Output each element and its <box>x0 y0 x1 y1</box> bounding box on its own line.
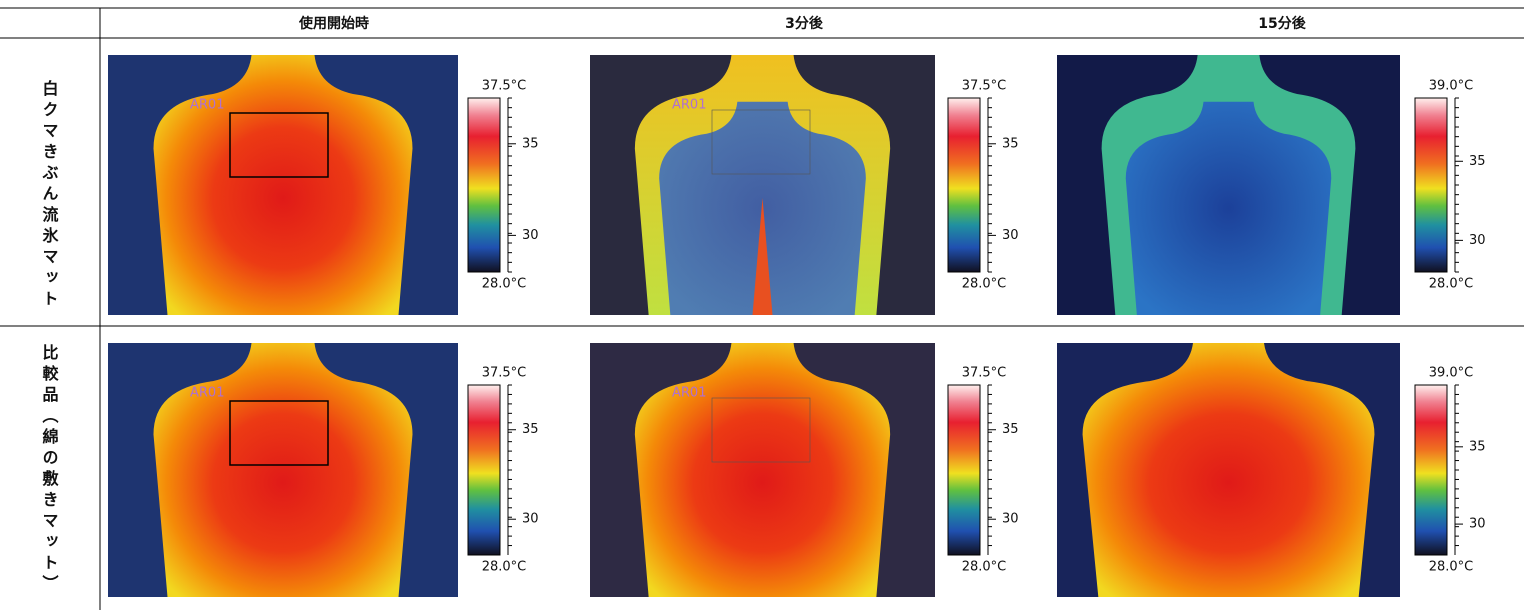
scale-tick-label: 30 <box>1469 233 1486 248</box>
scale-tick-label: 35 <box>1469 439 1486 454</box>
scale-tick-label: 35 <box>522 136 539 151</box>
spine-warm <box>752 198 773 315</box>
roi-box <box>229 400 329 466</box>
scale-min: 28.0°C <box>962 560 1007 575</box>
scale-max: 37.5°C <box>482 366 527 381</box>
scale-tick-label: 35 <box>1469 154 1486 169</box>
roi-label: AR01 <box>190 98 224 113</box>
row-label: 比較品（綿の敷きマット） <box>40 344 59 596</box>
thermal-image <box>1057 55 1400 315</box>
row-label: 白クマきぶん流氷マット <box>40 79 60 311</box>
column-header: 使用開始時 <box>298 15 369 32</box>
scale-min: 28.0°C <box>1429 277 1474 292</box>
scale-max: 37.5°C <box>482 79 527 94</box>
scale-bar <box>947 384 981 556</box>
roi-label: AR01 <box>672 386 706 401</box>
scale-tick-label: 35 <box>1002 422 1019 437</box>
scale-min: 28.0°C <box>962 277 1007 292</box>
body <box>1082 343 1375 597</box>
thermal-image: AR01 <box>108 343 458 597</box>
thermal-image <box>1057 343 1400 597</box>
thermal-image: AR01 <box>590 55 935 315</box>
thermal-image: AR01 <box>590 343 935 597</box>
scale-bar <box>1414 384 1448 556</box>
scale-tick-label: 30 <box>1002 228 1019 243</box>
scale-bar <box>467 384 501 556</box>
scale-min: 28.0°C <box>482 277 527 292</box>
scale-max: 37.5°C <box>962 79 1007 94</box>
scale-bar <box>1414 97 1448 273</box>
thermal-image: AR01 <box>108 55 458 315</box>
column-header: 15分後 <box>1258 15 1306 32</box>
roi-label: AR01 <box>672 98 706 113</box>
scale-min: 28.0°C <box>1429 560 1474 575</box>
scale-bar <box>947 97 981 273</box>
scale-tick-label: 30 <box>1469 517 1486 532</box>
roi-label: AR01 <box>190 386 224 401</box>
body-cool <box>1125 101 1332 315</box>
scale-tick-label: 30 <box>522 512 539 527</box>
roi-box <box>711 397 811 463</box>
body <box>634 343 891 597</box>
scale-max: 39.0°C <box>1429 79 1474 94</box>
table-grid <box>0 7 1524 610</box>
scale-tick-label: 35 <box>1002 136 1019 151</box>
scale-min: 28.0°C <box>482 560 527 575</box>
scale-tick-label: 30 <box>522 228 539 243</box>
body <box>153 343 413 597</box>
body <box>153 55 413 315</box>
column-header: 3分後 <box>785 15 824 32</box>
scale-bar <box>467 97 501 273</box>
scale-tick-label: 35 <box>522 422 539 437</box>
scale-tick-label: 30 <box>1002 512 1019 527</box>
scale-max: 37.5°C <box>962 366 1007 381</box>
scale-max: 39.0°C <box>1429 366 1474 381</box>
roi-box <box>711 109 811 175</box>
roi-box <box>229 112 329 178</box>
